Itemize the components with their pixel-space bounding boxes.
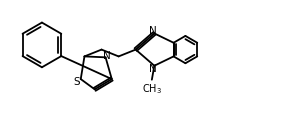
Text: N: N — [149, 63, 156, 74]
Text: N: N — [103, 51, 111, 61]
Text: S: S — [74, 77, 80, 87]
Text: CH$_3$: CH$_3$ — [142, 82, 162, 96]
Text: N: N — [149, 26, 156, 36]
